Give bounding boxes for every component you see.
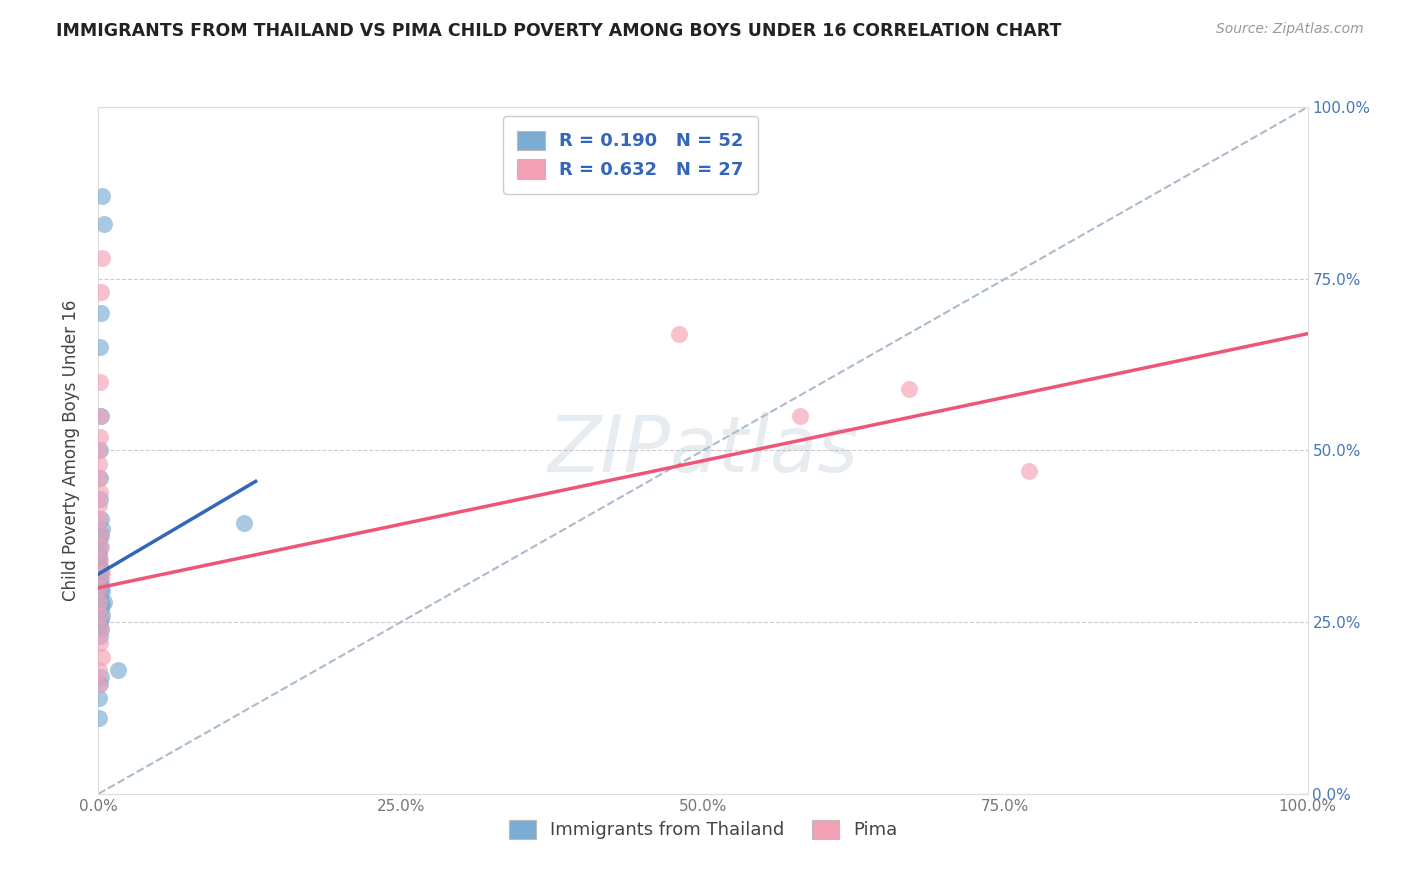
Point bbox=[89, 560, 111, 574]
Point bbox=[89, 581, 111, 595]
Point bbox=[90, 564, 112, 578]
Point bbox=[89, 663, 111, 677]
Point bbox=[87, 574, 110, 588]
Point bbox=[668, 326, 690, 341]
Point bbox=[90, 574, 112, 588]
Point bbox=[93, 594, 115, 608]
Point bbox=[89, 608, 111, 623]
Point bbox=[1018, 464, 1040, 478]
Point bbox=[90, 529, 112, 543]
Point bbox=[89, 560, 111, 574]
Point bbox=[87, 512, 110, 526]
Point bbox=[107, 663, 129, 677]
Text: IMMIGRANTS FROM THAILAND VS PIMA CHILD POVERTY AMONG BOYS UNDER 16 CORRELATION C: IMMIGRANTS FROM THAILAND VS PIMA CHILD P… bbox=[56, 22, 1062, 40]
Point bbox=[91, 649, 114, 664]
Point bbox=[89, 615, 111, 630]
Point bbox=[89, 581, 111, 595]
Point bbox=[90, 594, 112, 608]
Point bbox=[89, 540, 111, 554]
Point bbox=[89, 533, 111, 547]
Point bbox=[89, 577, 111, 591]
Point bbox=[89, 629, 111, 643]
Point bbox=[90, 670, 112, 684]
Point bbox=[87, 570, 110, 584]
Point bbox=[91, 189, 114, 203]
Point bbox=[90, 409, 112, 423]
Point bbox=[89, 591, 111, 606]
Point bbox=[91, 584, 114, 599]
Point bbox=[89, 430, 111, 444]
Point bbox=[89, 375, 111, 389]
Point bbox=[90, 285, 112, 300]
Point bbox=[87, 443, 110, 458]
Point bbox=[87, 618, 110, 632]
Point bbox=[89, 484, 111, 499]
Text: Source: ZipAtlas.com: Source: ZipAtlas.com bbox=[1216, 22, 1364, 37]
Point bbox=[90, 306, 112, 320]
Point bbox=[90, 612, 112, 626]
Point bbox=[89, 471, 111, 485]
Point bbox=[90, 601, 112, 615]
Point bbox=[89, 553, 111, 567]
Point bbox=[87, 553, 110, 567]
Point bbox=[89, 567, 111, 582]
Legend: Immigrants from Thailand, Pima: Immigrants from Thailand, Pima bbox=[502, 813, 904, 847]
Point bbox=[91, 608, 114, 623]
Point bbox=[91, 598, 114, 612]
Point bbox=[89, 491, 111, 506]
Point bbox=[91, 567, 114, 582]
Point bbox=[90, 512, 112, 526]
Point bbox=[87, 546, 110, 561]
Point bbox=[87, 677, 110, 691]
Point bbox=[87, 499, 110, 513]
Point bbox=[89, 605, 111, 619]
Point bbox=[87, 594, 110, 608]
Point bbox=[87, 549, 110, 564]
Point bbox=[87, 471, 110, 485]
Y-axis label: Child Poverty Among Boys Under 16: Child Poverty Among Boys Under 16 bbox=[62, 300, 80, 601]
Point bbox=[87, 588, 110, 602]
Point bbox=[87, 591, 110, 606]
Point bbox=[232, 516, 254, 530]
Point bbox=[89, 677, 111, 691]
Point bbox=[89, 525, 111, 540]
Point bbox=[89, 525, 111, 540]
Text: ZIPatlas: ZIPatlas bbox=[547, 412, 859, 489]
Point bbox=[87, 457, 110, 471]
Point bbox=[87, 711, 110, 725]
Point bbox=[91, 251, 114, 265]
Point bbox=[89, 584, 111, 599]
Point bbox=[89, 581, 111, 595]
Point bbox=[91, 523, 114, 537]
Point bbox=[897, 382, 920, 396]
Point bbox=[93, 217, 115, 231]
Point bbox=[90, 581, 112, 595]
Point bbox=[89, 598, 111, 612]
Point bbox=[90, 540, 112, 554]
Point bbox=[89, 636, 111, 650]
Point bbox=[87, 574, 110, 588]
Point bbox=[89, 340, 111, 354]
Point bbox=[90, 622, 112, 636]
Point bbox=[87, 690, 110, 705]
Point bbox=[789, 409, 811, 423]
Point bbox=[89, 443, 111, 458]
Point bbox=[89, 409, 111, 423]
Point bbox=[90, 622, 112, 636]
